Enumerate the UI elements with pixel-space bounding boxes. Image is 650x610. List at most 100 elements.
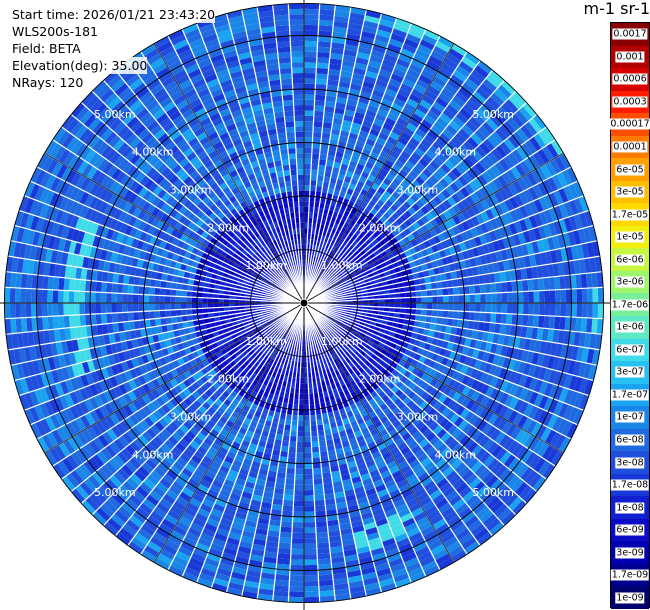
data-cell — [584, 332, 592, 349]
data-cell — [467, 519, 483, 533]
data-cell — [341, 261, 348, 268]
data-cell — [358, 501, 371, 510]
data-cell — [178, 438, 190, 449]
data-cell — [347, 367, 355, 375]
data-cell — [288, 338, 293, 344]
data-cell — [443, 83, 459, 96]
data-cell — [253, 367, 261, 375]
data-cell — [365, 459, 376, 468]
data-cell — [125, 497, 139, 511]
data-cell — [341, 240, 348, 247]
data-cell — [202, 498, 215, 509]
data-cell — [328, 535, 342, 543]
data-cell — [270, 365, 276, 372]
data-cell — [281, 402, 289, 409]
data-cell — [474, 431, 486, 445]
data-cell — [106, 313, 113, 324]
data-cell — [356, 273, 363, 280]
data-cell — [422, 427, 433, 439]
data-cell — [478, 360, 488, 372]
data-cell — [289, 436, 297, 442]
data-cell — [475, 213, 485, 225]
data-cell — [267, 409, 275, 417]
data-cell — [283, 494, 294, 501]
data-cell — [497, 238, 506, 251]
data-cell — [515, 244, 524, 258]
data-cell — [336, 249, 342, 256]
data-cell — [425, 417, 436, 428]
data-cell — [425, 431, 437, 443]
data-cell — [278, 418, 286, 425]
data-cell — [171, 480, 185, 492]
data-cell — [322, 272, 328, 279]
data-cell — [326, 444, 336, 451]
data-cell — [395, 173, 405, 183]
data-cell — [393, 97, 406, 108]
data-cell — [596, 271, 604, 288]
data-cell — [236, 472, 248, 482]
data-cell — [288, 441, 297, 448]
data-cell — [537, 181, 549, 197]
data-cell — [199, 532, 214, 543]
data-cell — [538, 225, 547, 240]
data-cell — [321, 259, 326, 265]
data-cell — [438, 502, 452, 514]
data-cell — [388, 78, 402, 88]
data-cell — [374, 483, 387, 493]
data-cell — [89, 492, 104, 508]
data-cell — [83, 460, 97, 475]
data-cell — [466, 425, 478, 438]
data-cell — [489, 113, 503, 128]
data-cell — [292, 404, 299, 410]
data-cell — [467, 441, 479, 454]
data-cell — [478, 467, 491, 481]
data-cell — [415, 199, 425, 209]
data-cell — [423, 114, 437, 126]
data-cell — [478, 435, 491, 448]
data-cell — [330, 245, 337, 252]
data-cell — [423, 239, 432, 249]
data-cell — [319, 202, 326, 209]
data-cell — [448, 494, 463, 507]
data-cell — [408, 279, 415, 287]
data-cell — [327, 330, 333, 337]
data-cell — [469, 497, 483, 511]
data-cell — [338, 274, 345, 280]
data-cell — [384, 140, 395, 151]
data-cell — [175, 476, 188, 487]
data-cell — [203, 522, 218, 533]
data-cell — [279, 412, 287, 420]
data-cell — [323, 319, 329, 325]
data-cell — [385, 547, 400, 558]
data-cell — [355, 346, 363, 354]
data-cell — [272, 498, 284, 506]
data-cell — [324, 267, 330, 273]
data-cell — [421, 303, 428, 310]
data-cell — [272, 320, 278, 325]
data-cell — [438, 92, 452, 104]
data-cell — [234, 418, 244, 427]
data-cell — [416, 250, 424, 259]
data-cell — [479, 186, 490, 199]
data-cell — [316, 175, 325, 182]
data-cell — [443, 349, 452, 359]
data-cell — [96, 468, 110, 482]
data-cell — [338, 326, 345, 332]
data-cell — [425, 375, 434, 385]
data-cell — [507, 182, 519, 197]
data-cell — [330, 128, 341, 136]
data-cell — [329, 271, 335, 277]
data-cell — [388, 428, 399, 438]
data-cell — [180, 296, 187, 303]
data-cell — [354, 535, 368, 544]
data-cell — [270, 421, 279, 429]
data-cell — [255, 478, 267, 487]
data-cell — [304, 457, 313, 464]
data-cell — [212, 424, 223, 434]
data-cell — [499, 213, 509, 227]
data-cell — [433, 346, 442, 355]
data-cell — [533, 457, 547, 473]
data-cell — [521, 243, 529, 257]
data-cell — [331, 432, 340, 440]
data-cell — [321, 347, 326, 353]
